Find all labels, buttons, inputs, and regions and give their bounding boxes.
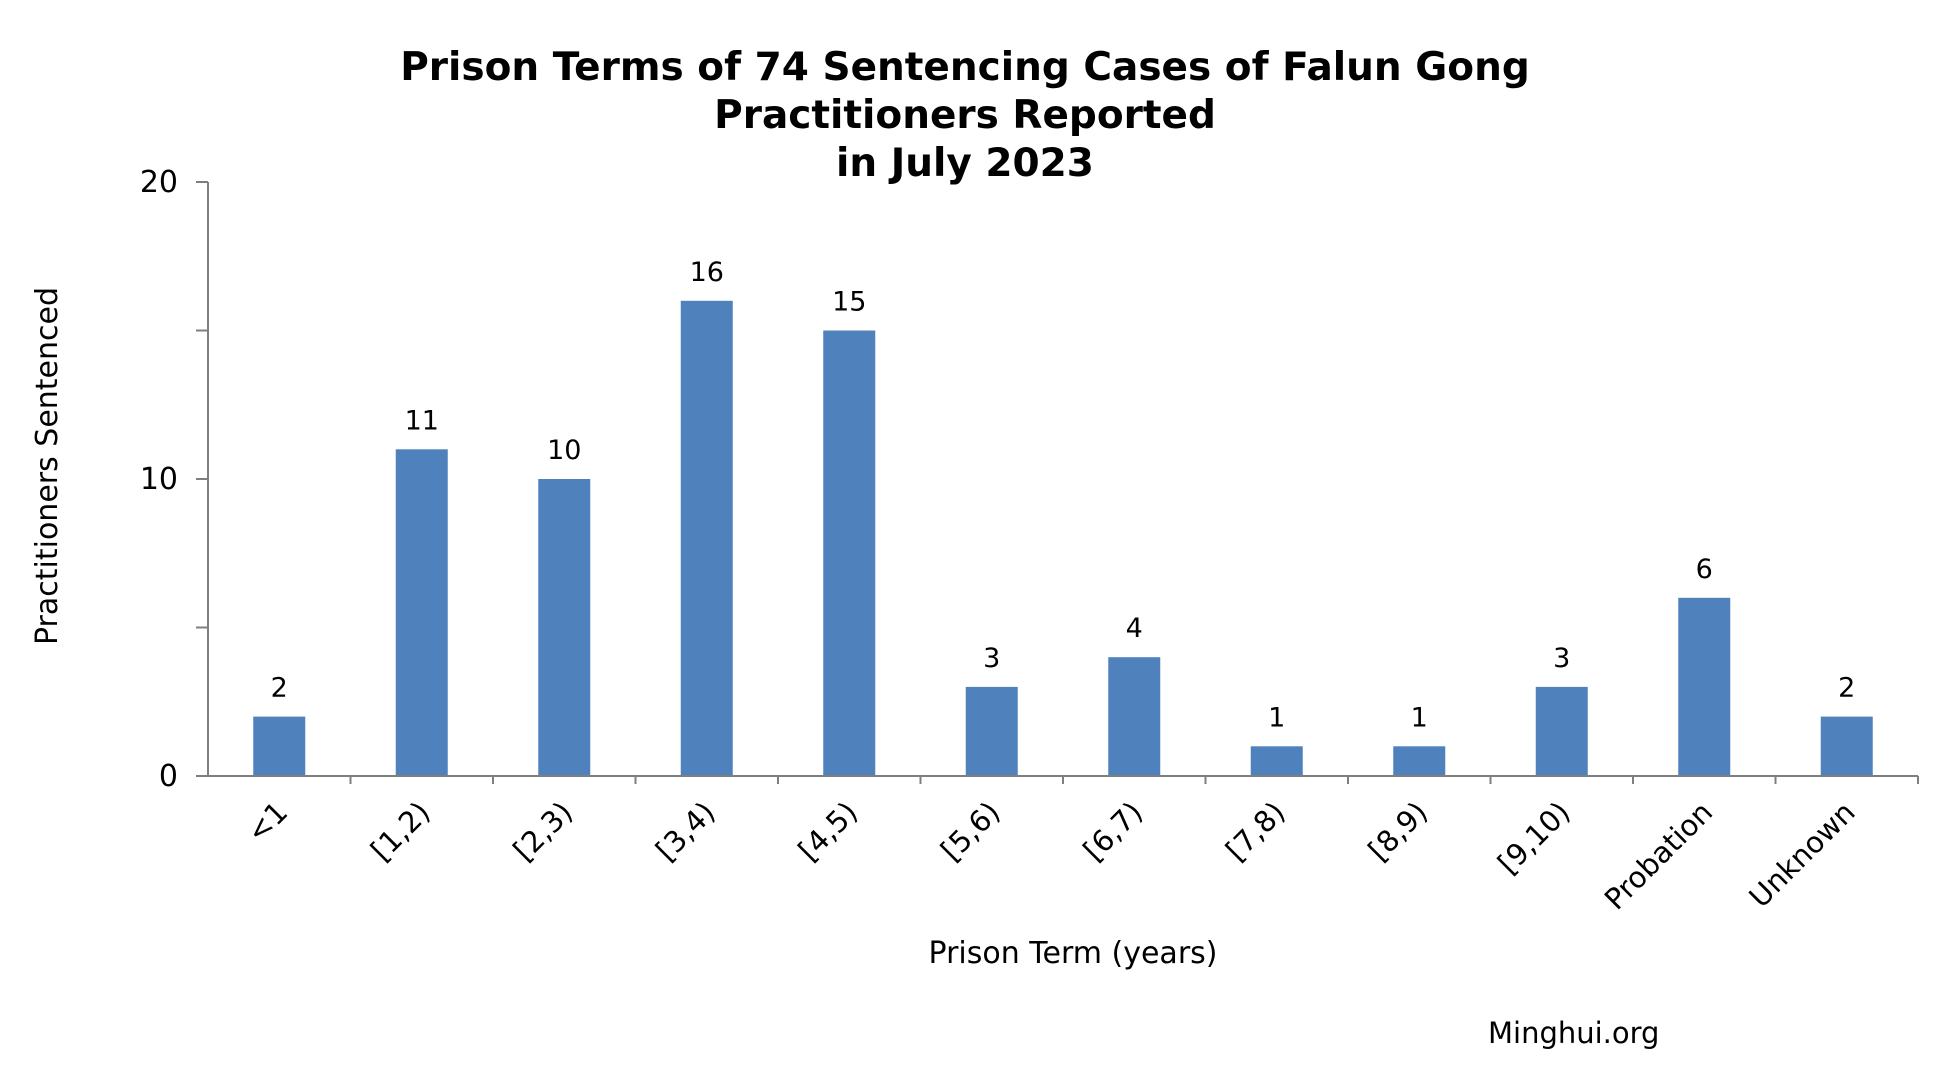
bar-3 bbox=[680, 300, 733, 776]
bar-7 bbox=[1250, 746, 1303, 776]
x-tick-label-0: <1 bbox=[240, 795, 294, 849]
bar-4 bbox=[823, 330, 876, 776]
y-axis-title: Practitioners Sentenced bbox=[30, 287, 65, 645]
source-credit: Minghui.org bbox=[1488, 1016, 1660, 1050]
x-tick-label-6: [6,7) bbox=[1077, 795, 1150, 868]
data-label-8: 1 bbox=[1411, 702, 1428, 733]
y-tick-label-2: 20 bbox=[140, 165, 178, 200]
y-tick-label-1: 10 bbox=[140, 462, 178, 497]
x-tick-label-7: [7,8) bbox=[1219, 795, 1292, 868]
x-tick-label-4: [4,5) bbox=[792, 795, 865, 868]
x-tick-label-10: Probation bbox=[1598, 795, 1719, 916]
bar-8 bbox=[1393, 746, 1446, 776]
x-tick-label-11: Unknown bbox=[1742, 795, 1861, 914]
x-tick-label-8: [8,9) bbox=[1362, 795, 1435, 868]
x-tick-label-9: [9,10) bbox=[1491, 795, 1577, 881]
bar-5 bbox=[965, 686, 1018, 776]
data-label-3: 16 bbox=[690, 257, 724, 288]
y-tick-label-0: 0 bbox=[159, 759, 178, 794]
bar-6 bbox=[1108, 657, 1161, 776]
axes-layer: 0 10 20 bbox=[140, 165, 1919, 794]
x-tick-label-2: [2,3) bbox=[507, 795, 580, 868]
data-label-6: 4 bbox=[1126, 613, 1143, 644]
x-tick-label-3: [3,4) bbox=[649, 795, 722, 868]
chart-title: Prison Terms of 74 Sentencing Cases of F… bbox=[260, 44, 1670, 188]
bars-layer bbox=[253, 300, 1873, 776]
data-label-10: 6 bbox=[1696, 554, 1713, 585]
data-label-0: 2 bbox=[271, 673, 288, 704]
chart-title-line-2: in July 2023 bbox=[836, 141, 1094, 186]
data-label-5: 3 bbox=[983, 643, 1000, 674]
bar-0 bbox=[253, 716, 306, 776]
data-label-1: 11 bbox=[405, 405, 439, 436]
data-label-9: 3 bbox=[1553, 643, 1570, 674]
x-axis-title: Prison Term (years) bbox=[929, 936, 1218, 971]
data-label-11: 2 bbox=[1838, 673, 1855, 704]
data-label-2: 10 bbox=[547, 435, 581, 466]
data-label-4: 15 bbox=[832, 287, 866, 318]
bar-10 bbox=[1678, 597, 1731, 776]
bar-2 bbox=[538, 479, 591, 776]
x-tick-labels-layer: <1 [1,2) [2,3) [3,4) [4,5) [5,6) [6,7) [7,8) [8,… bbox=[240, 795, 1862, 916]
x-tick-label-5: [5,6) bbox=[934, 795, 1007, 868]
data-label-7: 1 bbox=[1268, 702, 1285, 733]
bar-11 bbox=[1820, 716, 1873, 776]
bar-9 bbox=[1535, 686, 1588, 776]
x-tick-label-1: [1,2) bbox=[364, 795, 437, 868]
bar-1 bbox=[395, 449, 448, 776]
chart-title-line-1: Prison Terms of 74 Sentencing Cases of F… bbox=[400, 45, 1530, 138]
